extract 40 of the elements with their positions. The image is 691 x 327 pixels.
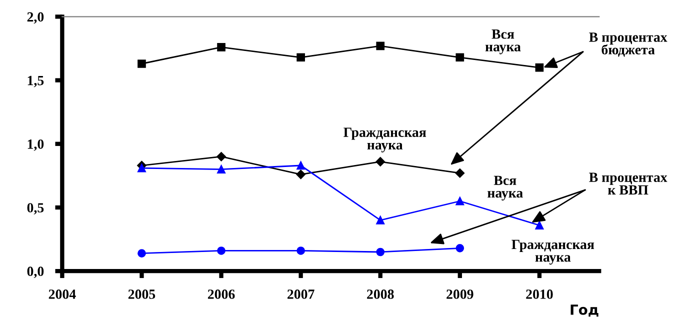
- x-axis-title: Год: [570, 304, 598, 317]
- annotation: В процентах к ВВП: [589, 172, 668, 195]
- point: [217, 246, 226, 255]
- x-tick-label: 2010: [526, 290, 553, 299]
- point: [138, 164, 146, 172]
- point: [138, 60, 146, 68]
- y-tick-label: 0,5: [27, 203, 44, 214]
- y-tick-label: 1,5: [28, 76, 44, 88]
- x-tick-label: 2009: [446, 290, 474, 299]
- point: [376, 42, 385, 50]
- x-tick-label: 2007: [288, 290, 314, 299]
- x-tick-label: 2008: [367, 290, 394, 299]
- y-tick-label: 2,0: [27, 12, 44, 24]
- annotation: Вся наука: [488, 176, 523, 201]
- annotation: Гражданская наука: [344, 128, 426, 152]
- point: [296, 246, 305, 255]
- point: [535, 221, 544, 230]
- annotation: Вся наука: [485, 30, 521, 54]
- point: [216, 152, 226, 162]
- point: [138, 249, 146, 258]
- point: [456, 53, 464, 62]
- point: [535, 63, 544, 72]
- y-tick-label: 1,0: [28, 139, 44, 151]
- point: [296, 53, 305, 62]
- point: [296, 161, 305, 170]
- point: [217, 43, 226, 52]
- point: [456, 244, 464, 252]
- point: [455, 168, 465, 178]
- annotation: В процентах бюджета: [589, 32, 668, 57]
- annotation: Гражданская наука: [512, 240, 594, 265]
- point: [376, 248, 385, 256]
- x-tick-label: 2006: [208, 290, 235, 299]
- y-tick-label: 0,0: [27, 266, 44, 278]
- point: [376, 216, 385, 224]
- x-tick-label: 2004: [48, 290, 76, 299]
- point: [376, 157, 385, 166]
- x-tick-label: 2005: [128, 290, 156, 299]
- point: [296, 170, 306, 180]
- point: [217, 165, 226, 174]
- point: [456, 196, 464, 206]
